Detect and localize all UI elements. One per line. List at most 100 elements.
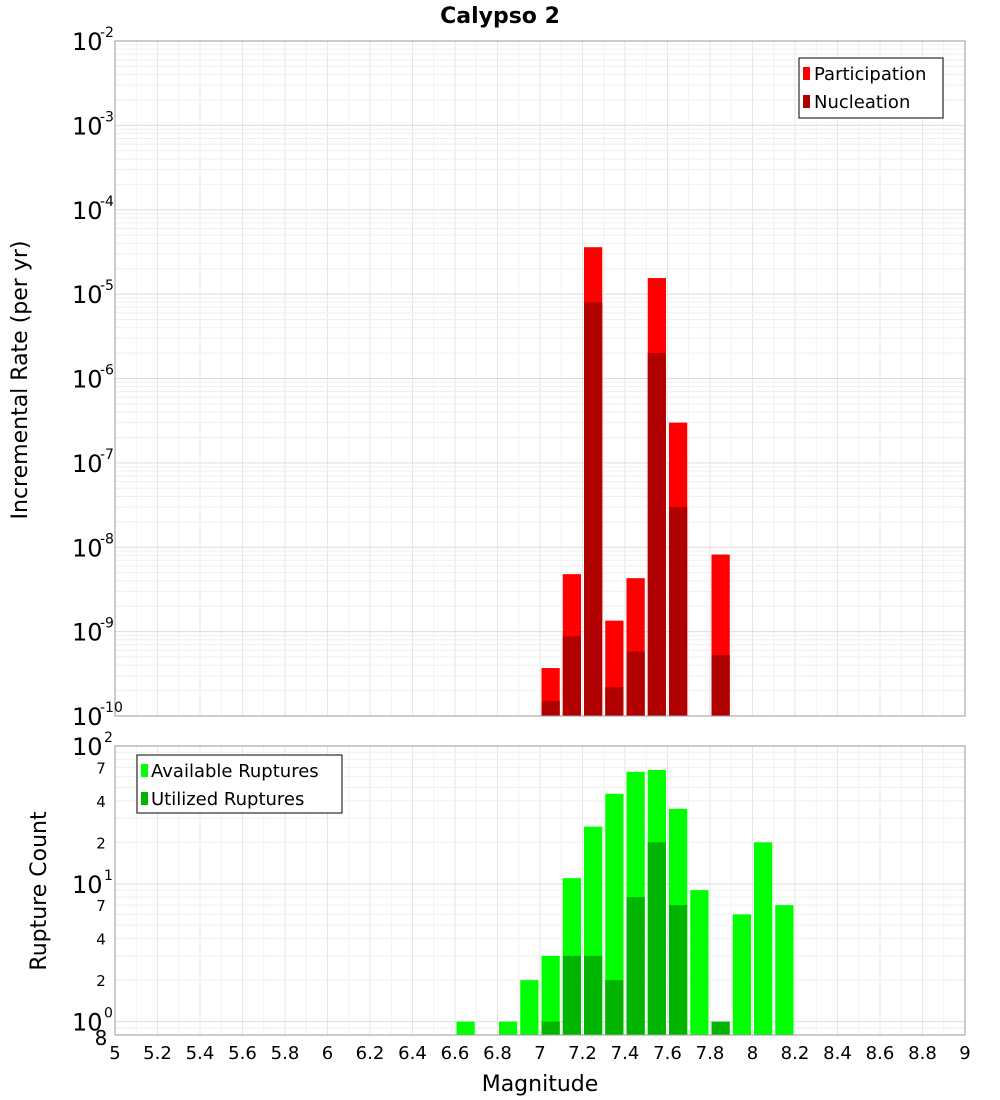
bottom-y-minor-tick-label: 2	[96, 972, 106, 990]
x-tick-label: 6.8	[483, 1043, 512, 1064]
top-y-axis-label: Incremental Rate (per yr)	[8, 241, 33, 520]
bottom-bar-utilized-ruptures	[562, 955, 581, 1035]
top-y-tick-label: 10-6	[72, 363, 114, 394]
y-tick-base: 10	[72, 534, 103, 562]
x-tick-label: 8.2	[781, 1043, 810, 1064]
y-tick-exponent: -4	[100, 194, 114, 210]
bottom-y-minor-tick-label: 4	[96, 931, 106, 949]
legend-label: Participation	[814, 64, 926, 85]
x-tick-label: 5.2	[143, 1043, 172, 1064]
legend-swatch	[141, 764, 148, 777]
y-tick-exponent: -8	[100, 531, 114, 547]
x-tick-label: 9	[959, 1043, 970, 1064]
x-tick-label: 6	[322, 1043, 333, 1064]
x-tick-label: 7.8	[696, 1043, 725, 1064]
legend-swatch	[141, 792, 148, 805]
bottom-y-axis-label: Rupture Count	[27, 811, 52, 971]
bottom-y-minor-tick-label: 7	[96, 759, 106, 777]
bottom-bar-utilized-ruptures	[626, 897, 645, 1035]
x-tick-label: 5.8	[271, 1043, 300, 1064]
bottom-legend: Available Ruptures Utilized Ruptures	[136, 754, 343, 814]
bottom-y-minor-tick-label: 7	[96, 897, 106, 915]
top-bar-nucleation	[711, 654, 730, 716]
x-tick-label: 7.2	[568, 1043, 597, 1064]
top-y-tick-label: 10-4	[72, 194, 114, 225]
y-tick-exponent: -9	[100, 616, 114, 632]
top-bar-nucleation	[605, 687, 624, 716]
bottom-y-tick-label: 10 2	[72, 730, 113, 761]
bottom-bar-utilized-ruptures	[584, 955, 603, 1035]
x-tick-label: 6.2	[356, 1043, 385, 1064]
y-tick-exponent: -5	[100, 278, 114, 294]
bottom-bar-available-ruptures	[520, 980, 539, 1035]
top-bar-nucleation	[626, 651, 645, 716]
bottom-bars	[456, 769, 794, 1035]
bottom-bar-available-ruptures	[605, 793, 624, 1035]
bottom-bar-available-ruptures	[775, 905, 794, 1035]
bottom-bar-utilized-ruptures	[541, 1021, 560, 1035]
top-bar-nucleation	[584, 302, 603, 716]
bottom-y-minor-tick-label: 2	[96, 834, 106, 852]
bottom-bar-available-ruptures	[732, 914, 751, 1035]
y-tick-exponent: 1	[104, 868, 113, 884]
y-tick-exponent: 0	[104, 1006, 113, 1022]
y-tick-base: 10	[72, 1009, 103, 1037]
bottom-bar-available-ruptures	[541, 955, 560, 1035]
legend-swatch	[803, 67, 810, 80]
x-tick-label: 6.4	[398, 1043, 427, 1064]
chart-title: Calypso 2	[440, 4, 560, 29]
top-y-tick-label: 10-5	[72, 278, 114, 309]
y-tick-base: 10	[72, 871, 103, 899]
bottom-y-tick-label: 10 1	[72, 868, 113, 899]
top-bar-nucleation	[647, 353, 666, 716]
legend-box	[798, 57, 944, 119]
bottom-bar-utilized-ruptures	[647, 842, 666, 1035]
top-bar-nucleation	[562, 636, 581, 716]
x-tick-label: 5	[109, 1043, 120, 1064]
legend-label: Nucleation	[814, 92, 910, 113]
top-y-tick-label: 10-10	[72, 700, 123, 731]
y-tick-base: 10	[72, 281, 103, 309]
y-tick-base: 10	[72, 197, 103, 225]
y-tick-exponent: -10	[100, 700, 123, 716]
x-tick-label: 8	[747, 1043, 758, 1064]
top-bar-nucleation	[541, 701, 560, 716]
bottom-bar-available-ruptures	[456, 1021, 475, 1035]
bottom-y-minor-tick-label: 8	[95, 1026, 108, 1050]
legend-swatch	[803, 95, 810, 108]
x-tick-label: 7.6	[653, 1043, 682, 1064]
bottom-y-tick-label: 10 0	[72, 1006, 113, 1037]
bottom-plot-frame	[114, 745, 966, 1036]
legend-label: Utilized Ruptures	[151, 789, 304, 810]
top-y-tick-label: 10-8	[72, 531, 114, 562]
bottom-bar-available-ruptures	[499, 1021, 518, 1035]
x-tick-label: 7	[534, 1043, 545, 1064]
top-bar-nucleation	[669, 506, 688, 716]
legend-box	[136, 754, 343, 814]
x-axis-label: Magnitude	[482, 1072, 599, 1097]
y-tick-exponent: -7	[100, 447, 114, 463]
top-grid	[114, 40, 966, 717]
x-tick-label: 8.8	[908, 1043, 937, 1064]
y-tick-exponent: 2	[104, 730, 113, 746]
y-tick-base: 10	[72, 619, 103, 647]
legend-label: Available Ruptures	[151, 761, 319, 782]
y-tick-base: 10	[72, 112, 103, 140]
bottom-bar-utilized-ruptures	[669, 905, 688, 1035]
top-bars	[541, 247, 730, 716]
top-plot-frame	[114, 40, 966, 717]
x-tick-label: 6.6	[441, 1043, 470, 1064]
bottom-bar-utilized-ruptures	[605, 980, 624, 1035]
x-tick-label: 8.4	[823, 1043, 852, 1064]
y-tick-exponent: -6	[100, 363, 114, 379]
y-tick-base: 10	[72, 733, 103, 761]
top-y-tick-label: 10-2	[72, 25, 114, 56]
x-tick-label: 7.4	[611, 1043, 640, 1064]
top-y-tick-label: 10-7	[72, 447, 114, 478]
bottom-bar-utilized-ruptures	[711, 1021, 730, 1035]
top-plot-panel: 10-210-310-410-510-610-710-810-910-10Par…	[72, 25, 966, 731]
y-tick-base: 10	[72, 28, 103, 56]
x-tick-label: 8.6	[866, 1043, 895, 1064]
